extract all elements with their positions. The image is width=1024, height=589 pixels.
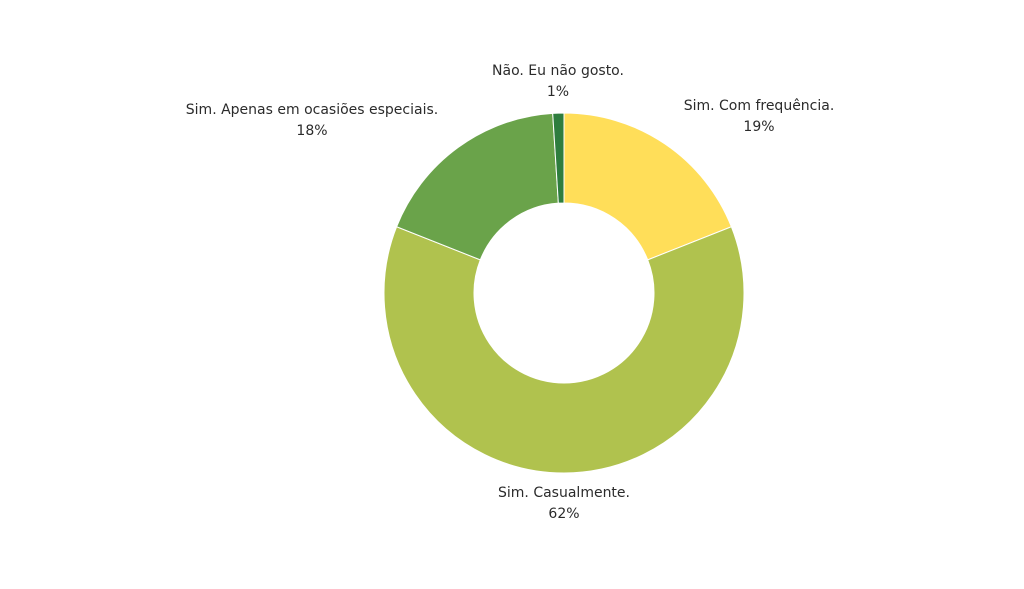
slice-value-label: 19% [743,119,775,135]
slice-category-label: Sim. Apenas em ocasiões especiais. [185,102,439,118]
donut-slice-3 [552,112,565,204]
donut-slice-2 [395,112,559,261]
slice-value-label: 18% [296,123,328,139]
slice-category-label: Sim. Com frequência. [683,98,835,114]
slice-label-casualmente: Sim. Casualmente. 62% [498,483,630,525]
slice-value-label: 1% [546,84,570,100]
slice-value-label: 62% [548,506,580,522]
slice-label-ocasioes-especiais: Sim. Apenas em ocasiões especiais. 18% [186,100,438,142]
slice-category-label: Não. Eu não gosto. [492,63,624,79]
donut-slice-1 [383,226,745,474]
slice-label-nao-gosto: Não. Eu não gosto. 1% [492,61,624,103]
slice-label-com-frequencia: Sim. Com frequência. 19% [684,96,835,138]
donut-slice-0 [563,112,733,261]
slice-category-label: Sim. Casualmente. [498,485,630,501]
